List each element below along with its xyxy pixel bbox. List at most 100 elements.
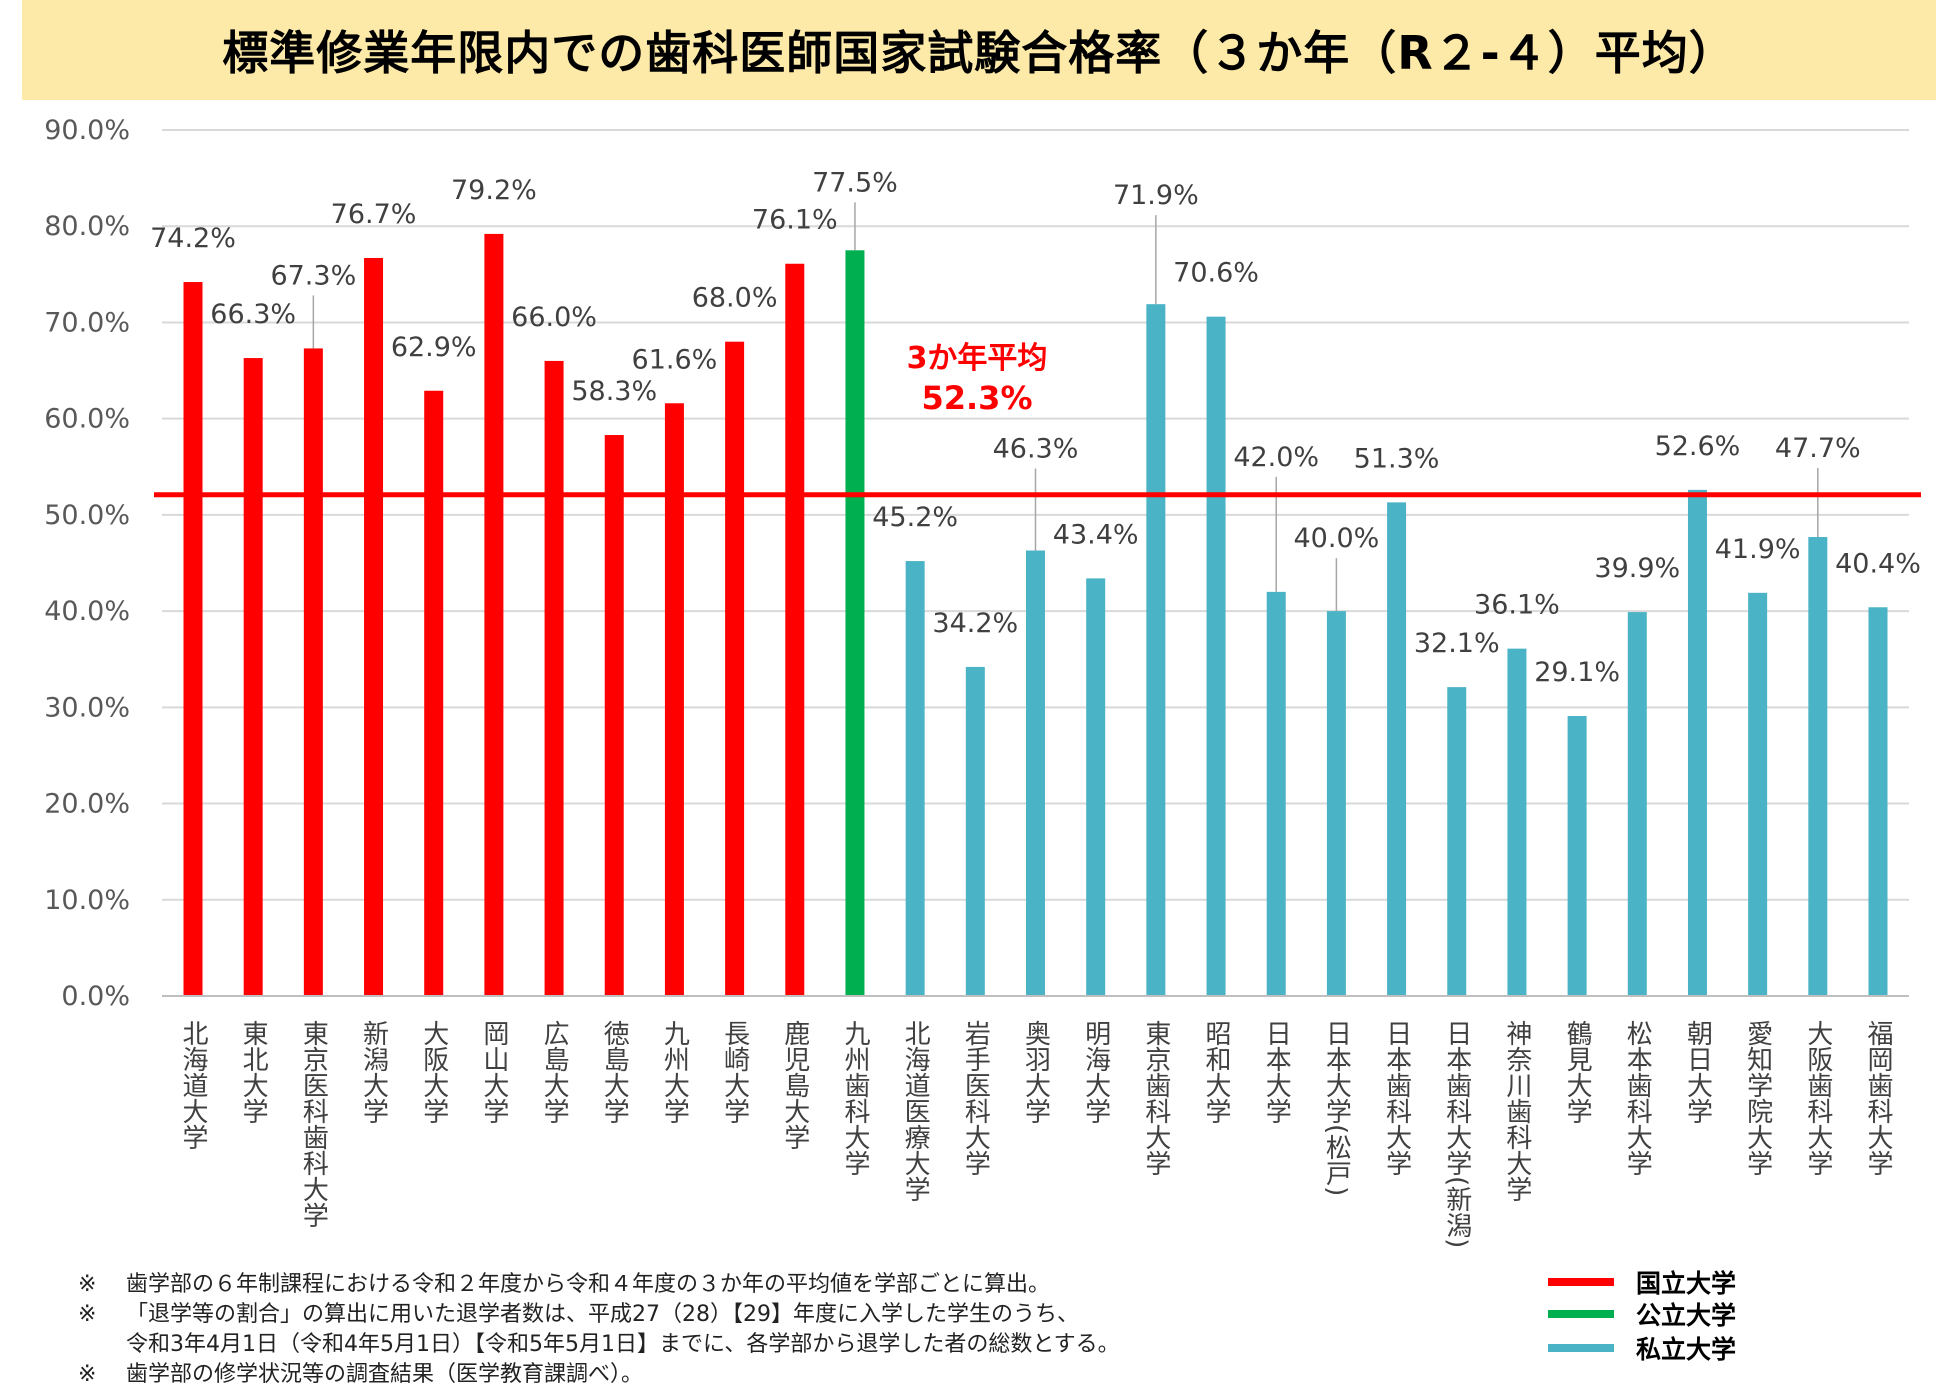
x-tick-label: 神奈川歯科大学 (1502, 1020, 1532, 1202)
bar (1627, 612, 1647, 996)
data-label: 67.3% (270, 260, 356, 291)
bar (725, 341, 745, 996)
legend-swatch (1548, 1344, 1614, 1352)
data-label: 70.6% (1173, 258, 1259, 289)
x-tick-label: 広島大学 (539, 1020, 569, 1124)
bar (364, 257, 384, 996)
x-tick-label: 鶴見大学 (1562, 1020, 1592, 1124)
data-label: 39.9% (1594, 553, 1680, 584)
bar (1086, 578, 1106, 996)
bar (1748, 592, 1768, 996)
y-tick-label: 60.0% (44, 404, 130, 435)
x-tick-label: 東京歯科大学 (1141, 1020, 1171, 1176)
y-tick-label: 40.0% (44, 596, 130, 627)
data-label: 71.9% (1113, 180, 1199, 211)
average-label-value: 52.3% (921, 379, 1032, 417)
bar (1206, 316, 1226, 996)
data-label: 61.6% (632, 344, 718, 375)
bar (1326, 611, 1346, 996)
x-tick-label: 鹿児島大学 (780, 1020, 810, 1150)
data-label: 79.2% (451, 175, 537, 206)
bar (424, 390, 444, 996)
data-label: 77.5% (812, 167, 898, 198)
data-label: 45.2% (872, 502, 958, 533)
title-band: 標準修業年限内での歯科医師国家試験合格率（３か年（R２-４）平均） (22, 0, 1936, 100)
footnote-3: 令和3年4月1日（令和4年5月1日）【令和5年5月1日】までに、各学部から退学し… (78, 1326, 1120, 1358)
bar (1868, 607, 1888, 996)
x-tick-label: 日本歯科大学(新潟) (1442, 1020, 1472, 1248)
x-tick-label: 朝日大学 (1682, 1020, 1712, 1124)
bar (1687, 489, 1707, 996)
x-tick-label: 岡山大学 (479, 1020, 509, 1124)
legend-label: 国立大学 (1636, 1269, 1737, 1298)
x-tick-label: 松本歯科大学 (1622, 1020, 1652, 1176)
legend-item-public: 公立大学 (1548, 1296, 1736, 1332)
legend-item-national: 国立大学 (1548, 1264, 1736, 1300)
footnote-1: ※ 歯学部の６年制課程における令和２年度から令和４年度の３か年の平均値を学部ごとに… (78, 1266, 1050, 1298)
x-tick-label: 日本歯科大学 (1382, 1020, 1412, 1176)
data-label: 43.4% (1053, 519, 1139, 550)
average-label-title: 3か年平均 (907, 341, 1048, 376)
bar (664, 403, 684, 996)
data-label: 52.6% (1655, 431, 1741, 462)
bar (845, 250, 865, 996)
footnote-mark: ※ (78, 1302, 97, 1327)
data-label: 47.7% (1775, 433, 1861, 464)
x-tick-label: 北海道大学 (178, 1020, 208, 1150)
y-tick-label: 50.0% (44, 500, 130, 531)
footnote-4: ※ 歯学部の修学状況等の調査結果（医学教育課調べ）。 (78, 1356, 643, 1388)
legend-label: 公立大学 (1636, 1301, 1737, 1330)
data-label: 68.0% (692, 283, 778, 314)
y-tick-label: 20.0% (44, 789, 130, 820)
bar (604, 435, 624, 997)
data-label: 40.4% (1835, 548, 1921, 579)
bar (965, 666, 985, 996)
x-tick-label: 東京医科歯科大学 (298, 1020, 328, 1228)
x-tick-label: 北海道医療大学 (900, 1020, 930, 1202)
x-tick-label: 日本大学(松戸) (1321, 1020, 1351, 1196)
chart-title: 標準修業年限内での歯科医師国家試験合格率（３か年（R２-４）平均） (222, 26, 1736, 80)
x-tick-label: 九州歯科大学 (840, 1020, 870, 1176)
data-label: 41.9% (1715, 534, 1801, 565)
data-label: 76.7% (331, 199, 417, 230)
y-tick-label: 70.0% (44, 307, 130, 338)
y-tick-label: 10.0% (44, 885, 130, 916)
footnote-text: 歯学部の６年制課程における令和２年度から令和４年度の３か年の平均値を学部ごとに算… (126, 1272, 1051, 1297)
legend-label: 私立大学 (1636, 1335, 1737, 1364)
data-label: 62.9% (391, 332, 477, 363)
data-label: 58.3% (571, 376, 657, 407)
x-tick-label: 岩手医科大学 (960, 1020, 990, 1176)
bar (484, 233, 504, 997)
bar (1808, 537, 1828, 996)
x-tick-label: 福岡歯科大学 (1863, 1020, 1893, 1176)
footnote-2: ※ 「退学等の割合」の算出に用いた退学者数は、平成27（28）【29】年度に入学し… (78, 1296, 1079, 1328)
bar (183, 282, 203, 996)
x-tick-label: 東北大学 (238, 1020, 268, 1124)
x-tick-label: 徳島大学 (599, 1020, 629, 1124)
legend-item-private: 私立大学 (1548, 1330, 1736, 1366)
y-tick-label: 80.0% (44, 211, 130, 242)
bar (243, 358, 263, 997)
x-tick-label: 日本大学 (1261, 1020, 1291, 1124)
footnote-text: 「退学等の割合」の算出に用いた退学者数は、平成27（28）【29】年度に入学した… (126, 1302, 1079, 1327)
legend-swatch (1548, 1310, 1614, 1318)
footnote-text: 令和3年4月1日（令和4年5月1日）【令和5年5月1日】までに、各学部から退学し… (126, 1332, 1120, 1357)
footnote-text: 歯学部の修学状況等の調査結果（医学教育課調べ）。 (126, 1362, 644, 1387)
footnote-mark: ※ (78, 1272, 97, 1297)
data-label: 40.0% (1294, 523, 1380, 554)
x-tick-label: 奥羽大学 (1021, 1020, 1051, 1124)
x-tick-label: 長崎大学 (720, 1020, 750, 1124)
data-label: 66.0% (511, 302, 597, 333)
bar (905, 561, 925, 996)
data-label: 51.3% (1354, 443, 1440, 474)
footnote-mark: ※ (78, 1362, 97, 1387)
data-label: 32.1% (1414, 628, 1500, 659)
y-tick-label: 30.0% (44, 692, 130, 723)
data-label: 76.1% (752, 205, 838, 236)
data-label: 66.3% (210, 299, 296, 330)
data-label: 42.0% (1233, 442, 1319, 473)
bar (1387, 502, 1407, 996)
bar (1146, 304, 1166, 996)
legend-swatch (1548, 1278, 1614, 1286)
bar (1447, 687, 1467, 996)
